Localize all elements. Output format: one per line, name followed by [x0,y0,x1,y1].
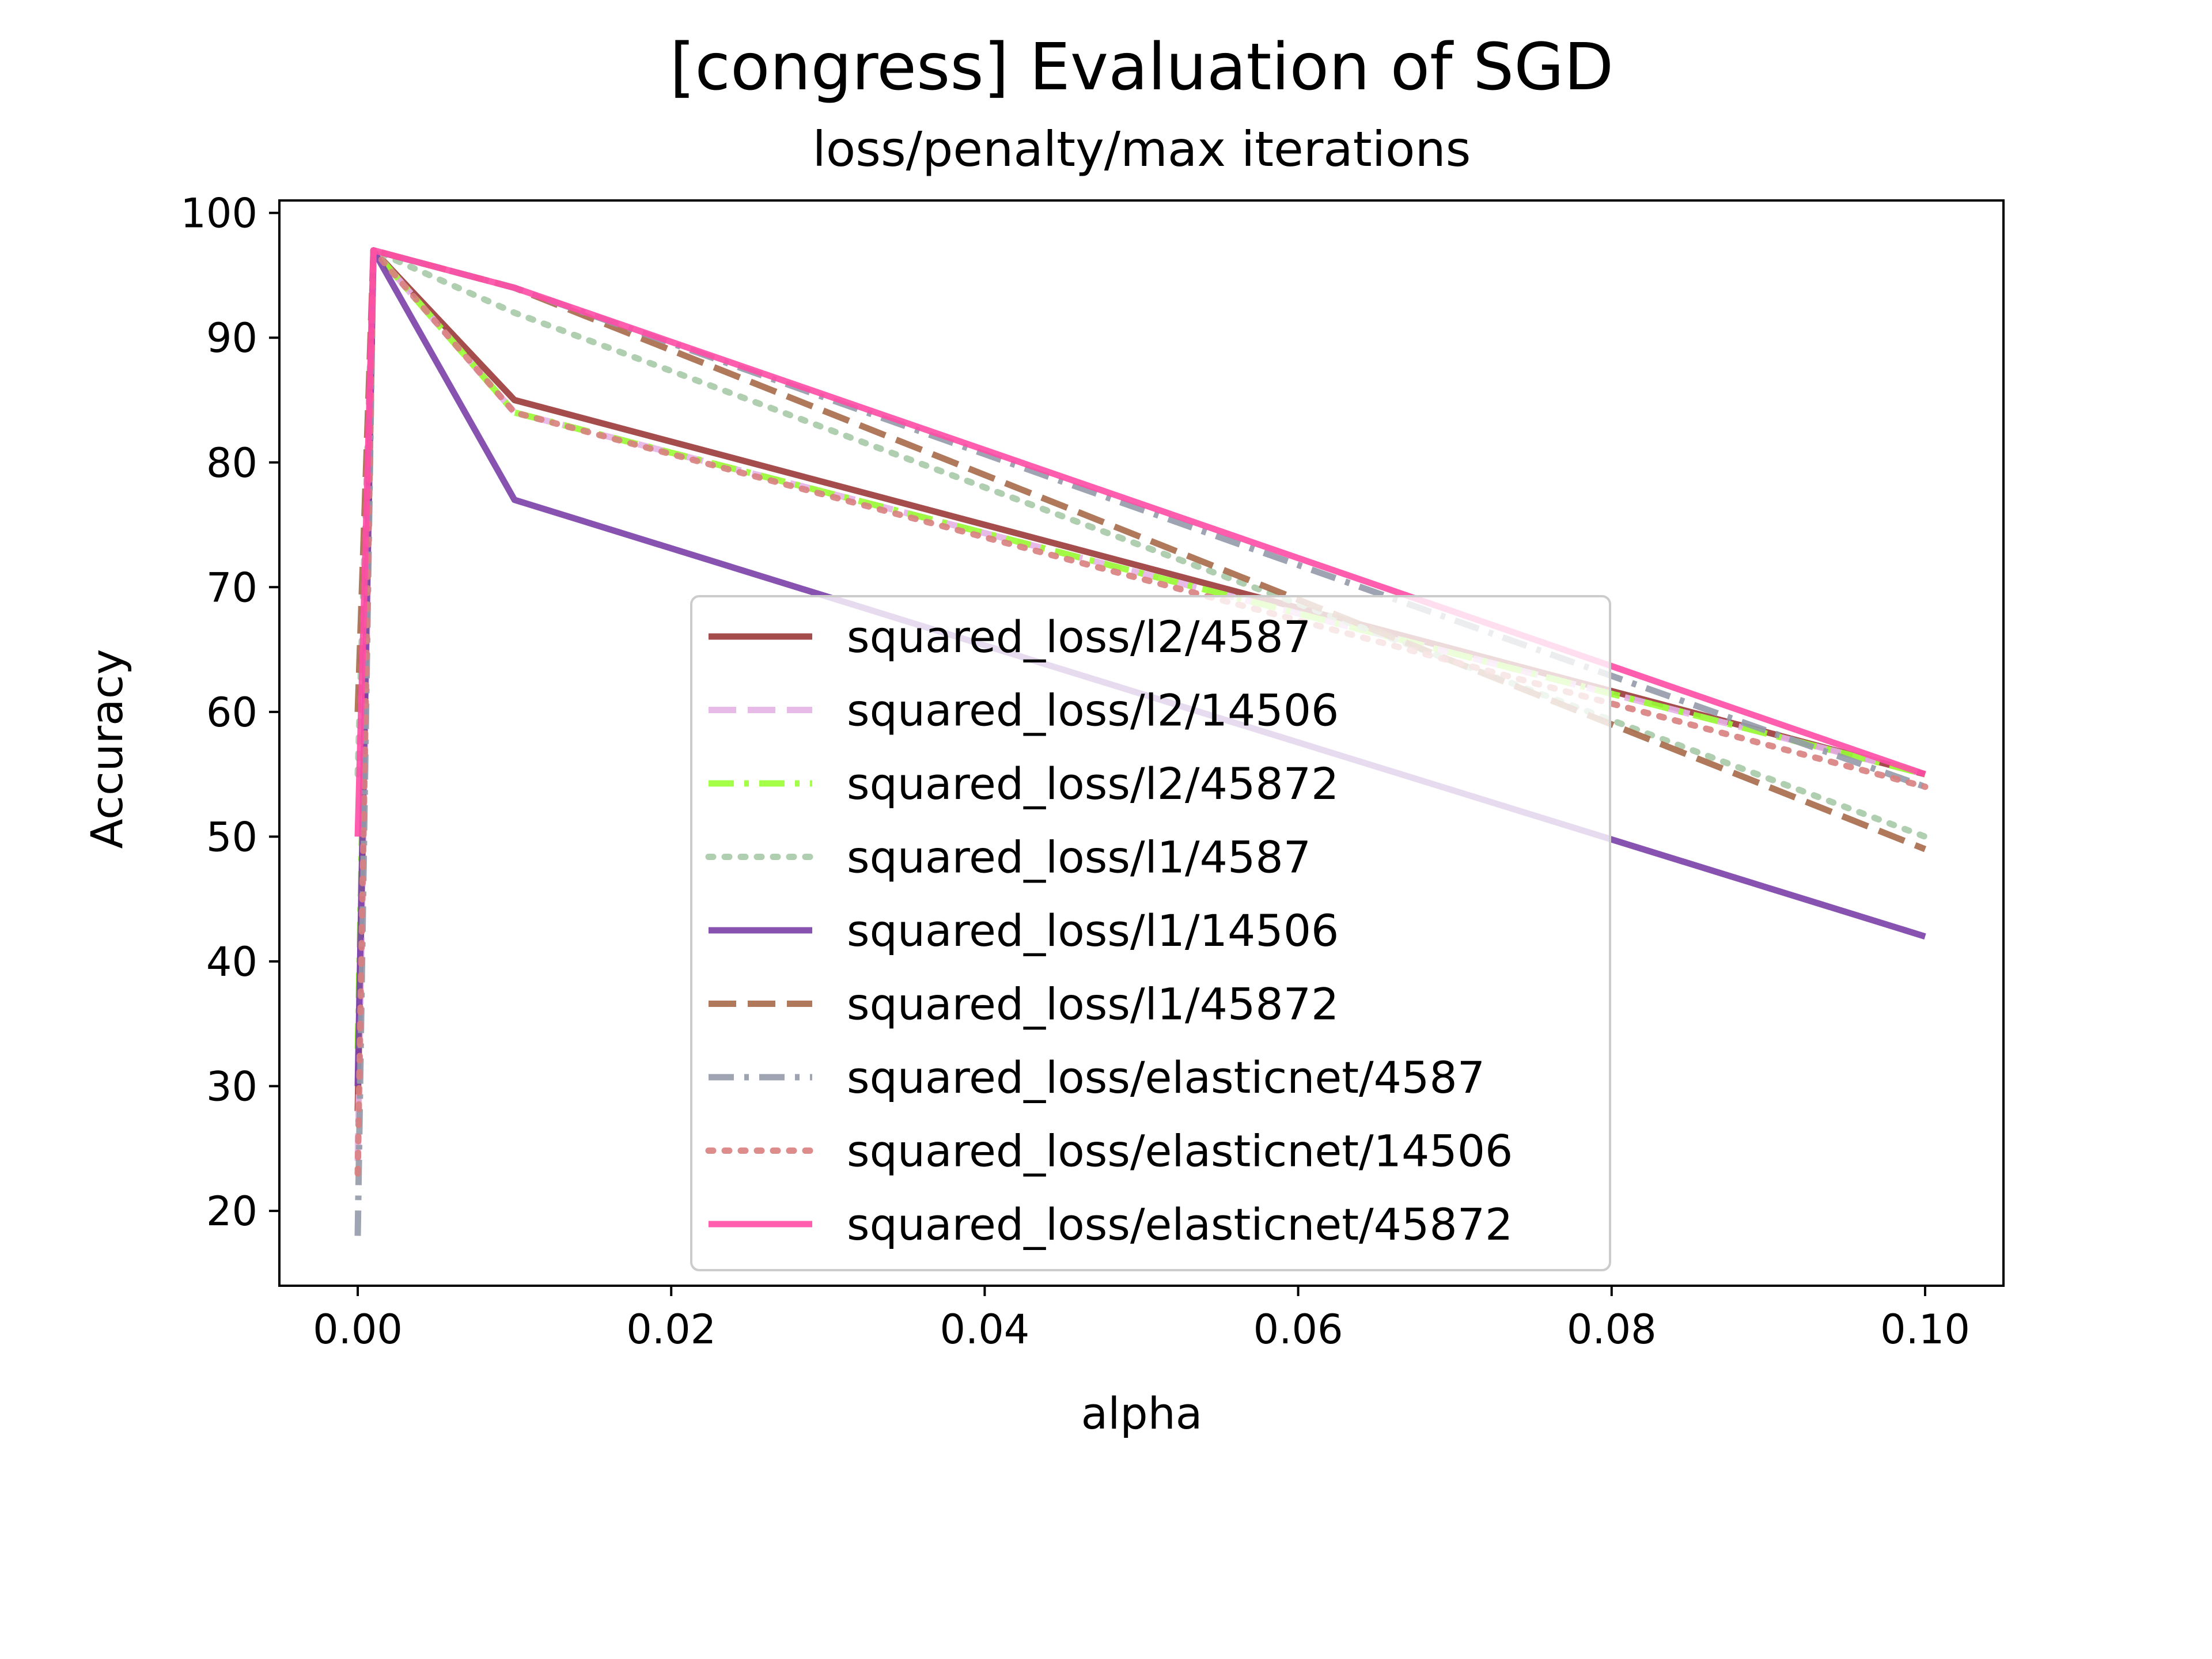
y-tick-label: 100 [180,190,257,237]
legend: squared_loss/l2/4587 squared_loss/l2/1450… [690,595,1611,1271]
x-tick-label: 0.08 [1567,1306,1657,1353]
y-tick-label: 40 [206,938,257,986]
x-tick-label: 0.00 [313,1306,403,1353]
legend-label: squared_loss/l1/14506 [847,905,1339,956]
series-line-2 [354,247,1926,1049]
x-axis: 0.00 0.02 0.04 0.06 0.08 0.10 [313,1286,1970,1353]
legend-box [690,595,1611,1271]
y-tick-label: 80 [206,440,257,487]
series-line-6 [354,247,1926,1236]
x-axis-label: alpha [1081,1388,1203,1439]
legend-label: squared_loss/elasticnet/45872 [847,1199,1513,1250]
y-tick-label: 20 [206,1188,257,1235]
chart-subtitle: loss/penalty/max iterations [813,121,1471,177]
legend-label: squared_loss/l1/4587 [847,832,1311,883]
legend-label: squared_loss/elasticnet/14506 [847,1126,1513,1177]
x-tick-label: 0.02 [626,1306,716,1353]
chart-title: [congress] Evaluation of SGD [670,30,1614,105]
y-axis: 20 30 40 50 60 70 80 90 100 [180,190,279,1235]
y-tick-label: 50 [206,813,257,861]
plot-frame [278,199,2005,1287]
y-tick-label: 60 [206,689,257,736]
legend-label: squared_loss/l2/4587 [847,611,1311,662]
legend-label: squared_loss/l1/45872 [847,979,1339,1030]
y-tick-label: 70 [206,564,257,611]
y-axis-label: Accuracy [81,649,132,849]
x-tick-label: 0.10 [1880,1306,1970,1353]
x-tick-label: 0.04 [940,1306,1029,1353]
legend-label: squared_loss/l2/45872 [847,758,1339,809]
series-line-8 [354,247,1926,837]
y-tick-label: 30 [206,1063,257,1111]
legend-label: squared_loss/elasticnet/4587 [847,1052,1485,1103]
x-tick-label: 0.06 [1253,1306,1343,1353]
y-tick-label: 90 [206,315,257,362]
legend-label: squared_loss/l2/14506 [847,685,1339,736]
